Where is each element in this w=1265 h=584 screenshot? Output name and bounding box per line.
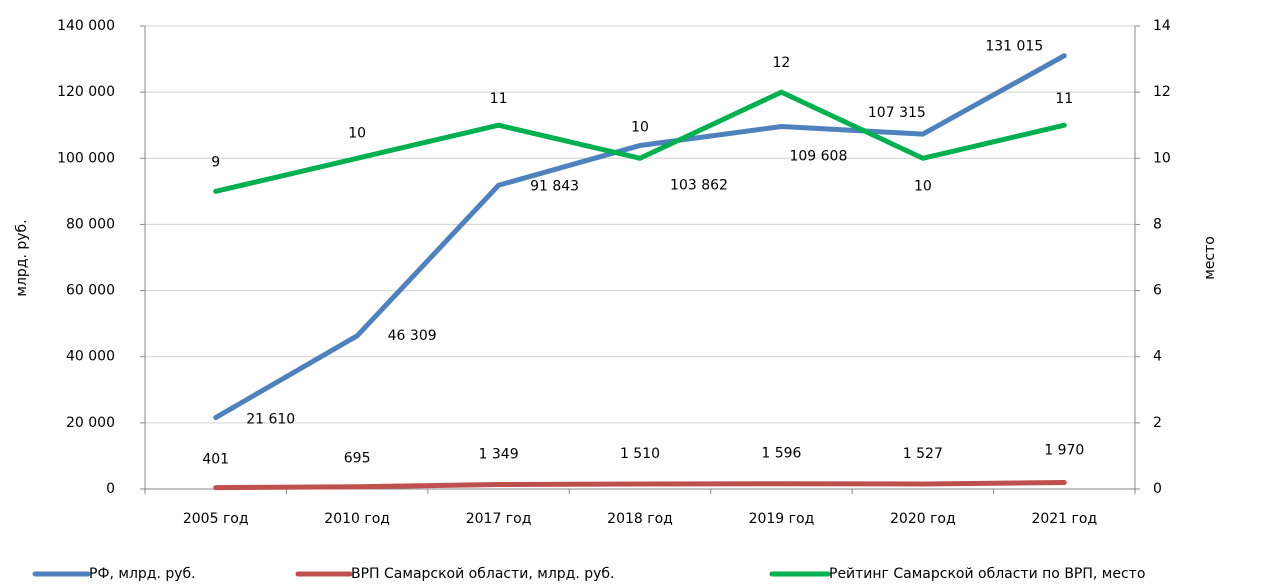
data-label: 91 843 — [530, 178, 579, 194]
data-label: 21 610 — [246, 412, 295, 428]
y-tick-label: 140 000 — [57, 18, 115, 34]
y2-tick-label: 12 — [1153, 84, 1171, 100]
y-tick-label: 20 000 — [66, 415, 115, 431]
data-label: 12 — [773, 55, 791, 71]
y2-tick-label: 2 — [1153, 415, 1162, 431]
legend-label: ВРП Самарской области, млрд. руб. — [351, 566, 614, 582]
data-label: 103 862 — [670, 178, 728, 194]
data-label: 695 — [344, 451, 371, 467]
x-tick-label: 2018 год — [607, 511, 673, 527]
series-line — [213, 89, 1067, 194]
y-tick-label: 60 000 — [66, 283, 115, 299]
x-tick-label: 2005 год — [183, 511, 249, 527]
data-label: 1 510 — [620, 446, 660, 462]
y2-axis-label: место — [1202, 236, 1218, 280]
data-label: 1 349 — [479, 447, 519, 463]
legend-label: Рейтинг Самарской области по ВРП, место — [829, 566, 1145, 582]
data-label: 11 — [1055, 91, 1073, 107]
data-label: 10 — [348, 125, 366, 141]
x-tick-label: 2021 год — [1031, 511, 1097, 527]
y-axis-label: млрд. руб. — [14, 219, 30, 296]
data-label: 109 608 — [789, 149, 847, 165]
data-label: 10 — [914, 178, 932, 194]
data-label: 10 — [631, 119, 649, 135]
y-tick-label: 120 000 — [57, 84, 115, 100]
y2-tick-label: 14 — [1153, 18, 1171, 34]
y2-tick-label: 10 — [1153, 150, 1171, 166]
y2-tick-label: 4 — [1153, 349, 1162, 365]
y-tick-label: 100 000 — [57, 150, 115, 166]
data-label: 46 309 — [388, 328, 437, 344]
y-tick-label: 80 000 — [66, 216, 115, 232]
x-tick-label: 2017 год — [466, 511, 532, 527]
data-label: 107 315 — [868, 105, 926, 121]
legend-label: РФ, млрд. руб. — [89, 566, 196, 582]
y2-tick-label: 0 — [1153, 481, 1162, 497]
data-label: 401 — [202, 452, 229, 468]
data-label: 131 015 — [985, 39, 1043, 55]
series-line — [213, 479, 1067, 491]
y-tick-label: 0 — [106, 481, 115, 497]
series-line — [213, 53, 1067, 421]
y2-tick-label: 8 — [1153, 216, 1162, 232]
data-label: 1 970 — [1044, 442, 1084, 458]
data-label: 1 596 — [761, 446, 801, 462]
data-label: 9 — [211, 154, 220, 170]
data-label: 11 — [490, 91, 508, 107]
y2-tick-label: 6 — [1153, 283, 1162, 299]
x-tick-label: 2019 год — [749, 511, 815, 527]
y-tick-label: 40 000 — [66, 349, 115, 365]
x-tick-label: 2010 год — [324, 511, 390, 527]
data-label: 1 527 — [903, 446, 943, 462]
x-tick-label: 2020 год — [890, 511, 956, 527]
